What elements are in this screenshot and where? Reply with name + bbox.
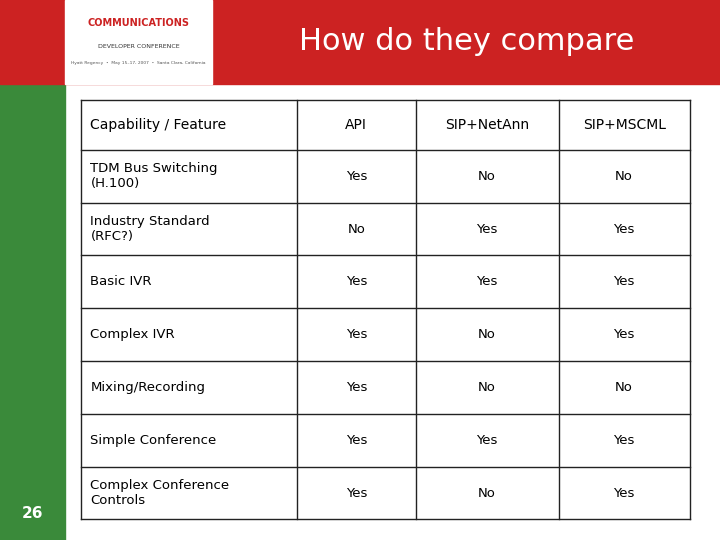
Text: SIP+NetAnn: SIP+NetAnn xyxy=(445,118,529,132)
Text: Hyatt Regency  •  May 15–17, 2007  •  Santa Clara, California: Hyatt Regency • May 15–17, 2007 • Santa … xyxy=(71,61,206,65)
Text: TDM Bus Switching
(H.100): TDM Bus Switching (H.100) xyxy=(91,163,218,190)
Text: Simple Conference: Simple Conference xyxy=(91,434,217,447)
Text: Yes: Yes xyxy=(346,381,367,394)
Text: DEVELOPER CONFERENCE: DEVELOPER CONFERENCE xyxy=(98,44,179,49)
Ellipse shape xyxy=(19,81,136,405)
Text: Yes: Yes xyxy=(477,222,498,235)
Text: Yes: Yes xyxy=(477,434,498,447)
Text: Yes: Yes xyxy=(346,487,367,500)
Text: No: No xyxy=(347,222,365,235)
Text: No: No xyxy=(478,328,496,341)
Text: Yes: Yes xyxy=(477,275,498,288)
Text: No: No xyxy=(478,170,496,183)
Text: Yes: Yes xyxy=(346,275,367,288)
Ellipse shape xyxy=(0,57,71,246)
Text: Capability / Feature: Capability / Feature xyxy=(91,118,227,132)
Text: Yes: Yes xyxy=(613,222,635,235)
Text: Mixing/Recording: Mixing/Recording xyxy=(91,381,205,394)
Text: API: API xyxy=(346,118,367,132)
Text: Yes: Yes xyxy=(613,275,635,288)
Text: Yes: Yes xyxy=(613,328,635,341)
Text: Yes: Yes xyxy=(346,328,367,341)
Text: Complex Conference
Controls: Complex Conference Controls xyxy=(91,479,230,507)
Text: No: No xyxy=(478,487,496,500)
Text: Yes: Yes xyxy=(346,170,367,183)
Circle shape xyxy=(18,167,27,243)
Text: 26: 26 xyxy=(22,505,43,521)
Text: Yes: Yes xyxy=(346,434,367,447)
Text: Yes: Yes xyxy=(613,487,635,500)
Text: No: No xyxy=(615,381,633,394)
Text: How do they compare: How do they compare xyxy=(299,28,634,56)
Text: Yes: Yes xyxy=(613,434,635,447)
Text: Basic IVR: Basic IVR xyxy=(91,275,152,288)
Text: Complex IVR: Complex IVR xyxy=(91,328,175,341)
Text: No: No xyxy=(478,381,496,394)
Text: COMMUNICATIONS: COMMUNICATIONS xyxy=(88,18,189,29)
Text: Industry Standard
(RFC?): Industry Standard (RFC?) xyxy=(91,215,210,243)
Text: No: No xyxy=(615,170,633,183)
Text: SIP+MSCML: SIP+MSCML xyxy=(582,118,665,132)
